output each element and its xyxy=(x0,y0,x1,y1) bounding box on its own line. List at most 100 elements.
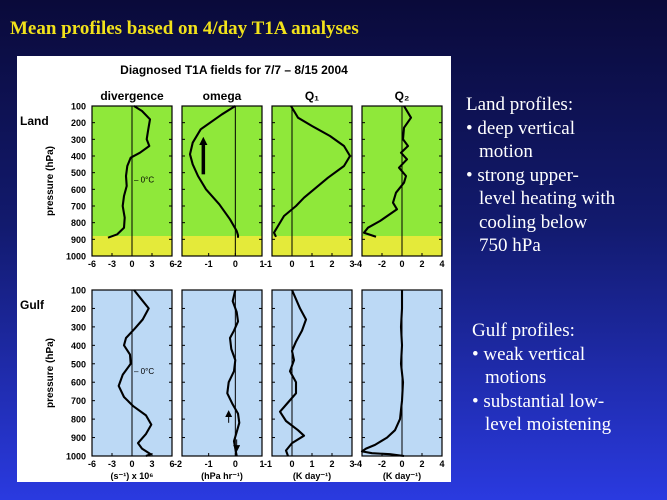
x-tick-label: -3 xyxy=(108,459,116,469)
profile-line-q1-land xyxy=(272,105,352,238)
gulf-line: • substantial low- xyxy=(472,390,605,412)
row-label: Land xyxy=(20,114,49,128)
land-heading: Land profiles: xyxy=(466,94,574,115)
x-tick-label: 3 xyxy=(349,459,354,469)
y-tick-label: 1000 xyxy=(66,452,86,462)
y-tick-label: 500 xyxy=(71,359,86,369)
x-tick-label: 2 xyxy=(329,259,334,269)
x-tick-label: 2 xyxy=(419,259,424,269)
y-tick-label: 400 xyxy=(71,152,86,162)
y-tick-label: 300 xyxy=(71,135,86,145)
y-tick-label: 900 xyxy=(71,235,86,245)
gulf-line: level moistening xyxy=(485,414,612,435)
x-tick-label: -3 xyxy=(108,259,116,269)
x-tick-label: -2 xyxy=(378,459,386,469)
gulf-line: • weak vertical xyxy=(472,343,586,365)
x-tick-label: 3 xyxy=(149,259,154,269)
y-tick-label: 1000 xyxy=(66,252,86,262)
x-tick-label: 0 xyxy=(399,459,404,469)
y-tick-label: 800 xyxy=(71,218,86,228)
x-tick-label: 1 xyxy=(309,459,314,469)
x-axis-label: (hPa hr⁻¹) xyxy=(201,471,243,481)
y-tick-label: 900 xyxy=(71,433,86,443)
x-tick-label: -2 xyxy=(174,459,182,469)
panel-frame xyxy=(181,105,263,257)
x-tick-label: 0 xyxy=(129,259,134,269)
land-line: • strong upper- xyxy=(466,164,579,186)
panel-background xyxy=(272,290,352,456)
x-tick-label: -4 xyxy=(354,259,362,269)
column-header: divergence xyxy=(100,89,164,103)
y-tick-label: 700 xyxy=(71,202,86,212)
column-header: omega xyxy=(203,89,242,103)
y-tick-label: 800 xyxy=(71,415,86,425)
x-tick-label: 0 xyxy=(289,259,294,269)
land-line: cooling below xyxy=(479,211,588,233)
x-tick-label: -1 xyxy=(264,259,272,269)
y-tick-label: 700 xyxy=(71,396,86,406)
freezing-level-label: – 0°C xyxy=(134,175,154,184)
y-tick-label: 300 xyxy=(71,322,86,332)
x-axis-label: (K day⁻¹) xyxy=(383,471,421,481)
x-axis-label: (s⁻¹) x 10⁶ xyxy=(111,471,154,481)
profiles-chart: Diagnosed T1A fields for 7/7 – 8/15 2004… xyxy=(20,63,445,481)
land-profiles-text: Land profiles: • deep vertical motion • … xyxy=(466,93,615,258)
below-ground-band xyxy=(182,236,262,256)
column-header: Q₂ xyxy=(395,89,410,103)
x-tick-label: 3 xyxy=(149,459,154,469)
x-tick-label: 2 xyxy=(419,459,424,469)
profile-line-omega-land xyxy=(188,105,240,238)
x-tick-label: -1 xyxy=(264,459,272,469)
profile-line-q1-gulf xyxy=(278,289,308,457)
x-tick-label: 0 xyxy=(399,259,404,269)
x-tick-label: 4 xyxy=(439,459,444,469)
y-tick-label: 200 xyxy=(71,118,86,128)
x-tick-label: 4 xyxy=(439,259,444,269)
y-tick-label: 600 xyxy=(71,378,86,388)
x-tick-label: 0 xyxy=(233,259,238,269)
x-tick-label: -2 xyxy=(174,259,182,269)
profile-line-q2-land xyxy=(362,105,413,238)
freezing-level-label: – 0°C xyxy=(134,367,154,376)
profile-line-divergence-gulf xyxy=(117,289,153,457)
profile-line-omega-gulf xyxy=(226,289,241,457)
chart-title: Diagnosed T1A fields for 7/7 – 8/15 2004 xyxy=(120,63,348,77)
gulf-profiles-text: Gulf profiles: • weak vertical motions •… xyxy=(472,319,611,437)
slide-title: Mean profiles based on 4/day T1A analyse… xyxy=(10,18,359,39)
y-tick-label: 100 xyxy=(71,286,86,296)
panel-frame xyxy=(181,289,263,457)
x-tick-label: 1 xyxy=(259,459,264,469)
row-label: Gulf xyxy=(20,298,45,312)
y-tick-label: 600 xyxy=(71,185,86,195)
y-tick-label: 200 xyxy=(71,304,86,314)
land-line: 750 hPa xyxy=(479,235,541,256)
column-header: Q₁ xyxy=(305,89,319,103)
x-tick-label: -2 xyxy=(378,259,386,269)
land-line: • deep vertical xyxy=(466,117,575,139)
x-tick-label: 2 xyxy=(329,459,334,469)
land-line: motion xyxy=(479,141,533,162)
x-tick-label: 1 xyxy=(259,259,264,269)
x-tick-label: 1 xyxy=(309,259,314,269)
land-line: level heating with xyxy=(479,188,616,209)
gulf-line: motions xyxy=(485,367,547,388)
x-tick-label: -4 xyxy=(354,459,362,469)
y-tick-label: 400 xyxy=(71,341,86,351)
x-tick-label: -6 xyxy=(88,459,96,469)
x-tick-label: -6 xyxy=(88,259,96,269)
x-tick-label: -1 xyxy=(205,459,213,469)
x-tick-label: -1 xyxy=(205,259,213,269)
profile-line-q2-gulf xyxy=(360,290,405,458)
x-tick-label: 6 xyxy=(169,259,174,269)
x-tick-label: 0 xyxy=(129,459,134,469)
x-tick-label: 3 xyxy=(349,259,354,269)
y-tick-label: 100 xyxy=(71,102,86,112)
panel-background xyxy=(182,290,262,456)
panel-background xyxy=(182,106,262,236)
profiles-figure: Diagnosed T1A fields for 7/7 – 8/15 2004… xyxy=(17,56,451,482)
y-tick-label: 500 xyxy=(71,168,86,178)
x-tick-label: 0 xyxy=(289,459,294,469)
x-tick-label: 0 xyxy=(233,459,238,469)
y-axis-label: pressure (hPa) xyxy=(45,338,56,408)
x-axis-label: (K day⁻¹) xyxy=(293,471,331,481)
